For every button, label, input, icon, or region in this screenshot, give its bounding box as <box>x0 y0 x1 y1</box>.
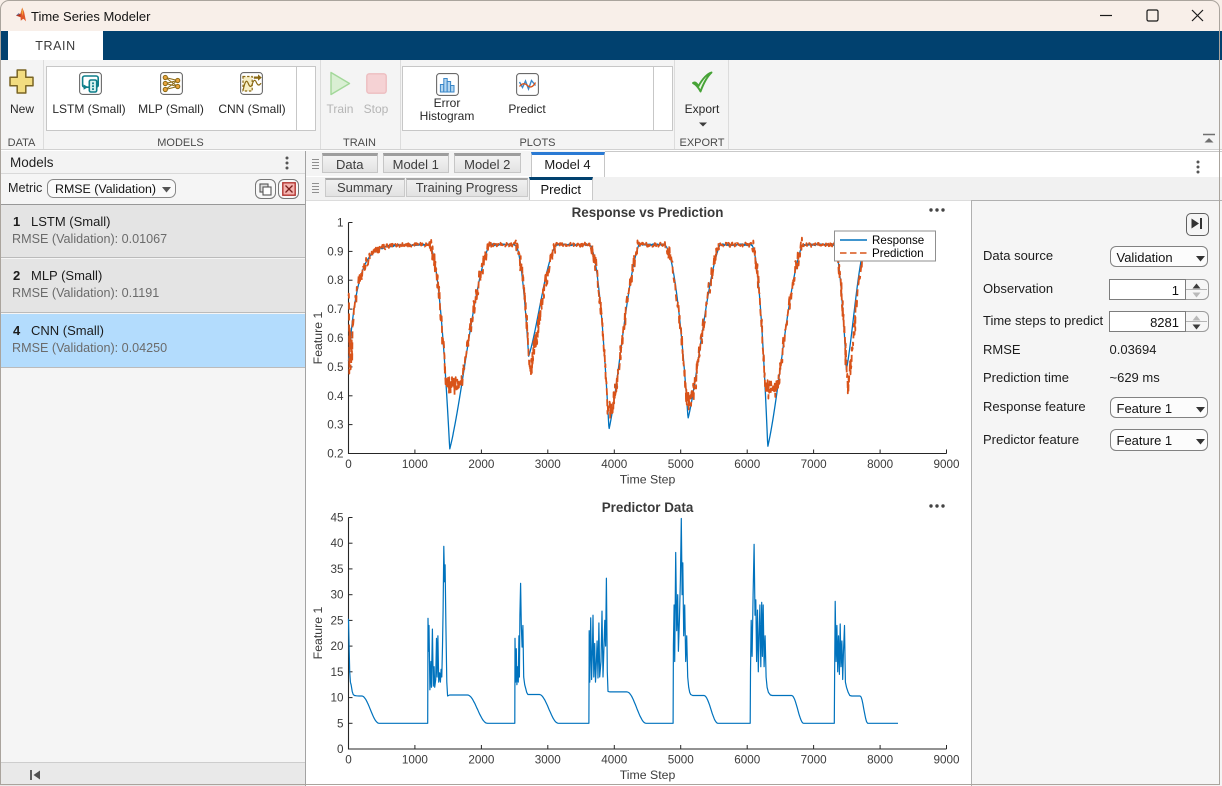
svg-text:4000: 4000 <box>601 458 628 471</box>
svg-text:Response: Response <box>872 234 924 247</box>
svg-text:15: 15 <box>330 665 344 678</box>
svg-text:1: 1 <box>337 216 344 229</box>
svg-text:5: 5 <box>337 717 344 730</box>
svg-text:0.9: 0.9 <box>327 245 343 258</box>
svg-text:0.7: 0.7 <box>327 303 343 316</box>
svg-text:1000: 1000 <box>402 458 429 471</box>
svg-text:0.3: 0.3 <box>327 418 343 431</box>
svg-text:40: 40 <box>330 537 344 550</box>
svg-text:Time Step: Time Step <box>620 768 676 782</box>
svg-text:Feature 1: Feature 1 <box>311 606 325 659</box>
svg-text:0.6: 0.6 <box>327 332 343 345</box>
svg-text:9000: 9000 <box>933 458 960 471</box>
svg-text:4000: 4000 <box>601 753 628 766</box>
svg-text:7000: 7000 <box>801 458 828 471</box>
svg-text:20: 20 <box>330 640 344 653</box>
svg-text:2000: 2000 <box>468 753 495 766</box>
svg-text:3000: 3000 <box>535 458 562 471</box>
svg-text:Response vs Prediction: Response vs Prediction <box>572 205 724 220</box>
svg-text:0: 0 <box>345 458 352 471</box>
svg-text:0.8: 0.8 <box>327 274 343 287</box>
svg-text:0: 0 <box>345 753 352 766</box>
svg-text:5000: 5000 <box>668 458 695 471</box>
svg-text:8000: 8000 <box>867 753 894 766</box>
svg-text:45: 45 <box>330 511 344 524</box>
svg-text:Predictor Data: Predictor Data <box>602 500 694 515</box>
svg-text:0: 0 <box>337 743 344 756</box>
svg-text:2000: 2000 <box>468 458 495 471</box>
svg-text:3000: 3000 <box>535 753 562 766</box>
svg-text:7000: 7000 <box>801 753 828 766</box>
svg-text:9000: 9000 <box>933 753 960 766</box>
svg-text:6000: 6000 <box>734 753 761 766</box>
svg-text:25: 25 <box>330 614 344 627</box>
svg-text:0.5: 0.5 <box>327 360 344 373</box>
svg-text:0.4: 0.4 <box>327 389 344 402</box>
svg-text:1000: 1000 <box>402 753 429 766</box>
svg-text:Feature 1: Feature 1 <box>311 311 325 364</box>
svg-text:35: 35 <box>330 562 344 575</box>
svg-text:Prediction: Prediction <box>872 247 924 260</box>
svg-text:8000: 8000 <box>867 458 894 471</box>
svg-text:30: 30 <box>330 588 344 601</box>
svg-text:10: 10 <box>330 691 344 704</box>
svg-text:0.2: 0.2 <box>327 447 343 460</box>
svg-text:Time Step: Time Step <box>620 472 676 486</box>
svg-text:6000: 6000 <box>734 458 761 471</box>
svg-text:5000: 5000 <box>668 753 695 766</box>
